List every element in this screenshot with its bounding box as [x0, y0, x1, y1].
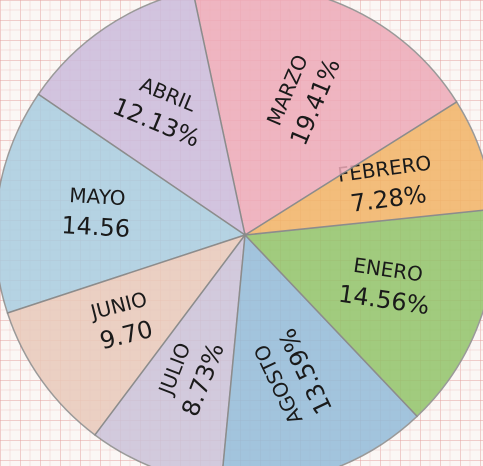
chart: ENERO14.56%FEBRERO7.28%MARZO19.41%ABRIL1… [0, 0, 483, 466]
value-label: 14.56 [61, 211, 131, 243]
pie: ENERO14.56%FEBRERO7.28%MARZO19.41%ABRIL1… [0, 0, 483, 466]
category-label: MAYO [69, 183, 127, 210]
